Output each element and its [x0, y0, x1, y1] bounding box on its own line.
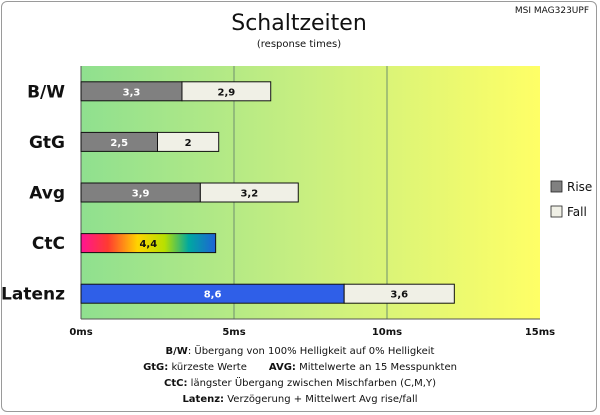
chart-title: Schaltzeiten	[231, 11, 367, 36]
footnotes: B/W: Übergang von 100% Helligkeit auf 0%…	[0, 344, 600, 408]
category-label-gtg: GtG	[29, 133, 65, 153]
value-label-b-w-fall: 2,9	[217, 87, 235, 98]
note-latenz-text: Verzögerung + Mittelwert Avg rise/fall	[224, 394, 418, 405]
note-avg-key: AVG:	[268, 362, 296, 373]
category-label-avg: Avg	[29, 184, 65, 204]
category-label-latenz: Latenz	[1, 285, 65, 305]
legend-swatch-rise	[550, 180, 563, 193]
category-labels: B/W GtG Avg CtC Latenz	[1, 82, 65, 304]
bar-latenz-fall	[343, 283, 455, 304]
note-avg-text: Mittelwerte an 15 Messpunkten	[295, 362, 457, 373]
bar-ctc-rainbow	[80, 233, 217, 254]
legend-swatch-fall	[550, 205, 563, 218]
value-label-avg-fall: 3,2	[240, 189, 258, 200]
category-label-b-w: B/W	[27, 82, 65, 102]
note-gtg-key: GtG:	[143, 362, 169, 373]
bar-gtg-fall	[157, 131, 220, 152]
note-ctc: CtC: längster Übergang zwischen Mischfar…	[0, 376, 600, 392]
note-gtg-text: kürzeste Werte	[168, 362, 247, 373]
bar-b-w-fall	[181, 81, 272, 102]
note-ctc-key: CtC:	[164, 378, 188, 389]
value-label-ctc-rainbow: 4,4	[139, 239, 157, 250]
category-label-ctc: CtC	[32, 234, 65, 254]
legend: Rise Fall	[550, 180, 592, 219]
value-label-gtg-rise: 2,5	[110, 138, 128, 149]
value-label-b-w-rise: 3,3	[123, 87, 141, 98]
x-tick-label-0: 0ms	[69, 327, 92, 338]
x-tick-label-15: 15ms	[525, 327, 555, 338]
bars-layer: 3,3 2,9 2,5 2 3,9 3,2 4,4 8,6 3,6	[80, 81, 455, 304]
note-latenz: Latenz: Verzögerung + Mittelwert Avg ris…	[0, 392, 600, 408]
value-label-latenz-fall: 3,6	[390, 290, 408, 301]
x-tick-labels: 0ms 5ms 10ms 15ms	[69, 327, 555, 338]
bar-avg-fall	[199, 182, 299, 203]
value-label-avg-rise: 3,9	[132, 189, 150, 200]
note-bw: B/W: Übergang von 100% Helligkeit auf 0%…	[0, 344, 600, 360]
model-label: MSI MAG323UPF	[515, 6, 589, 16]
value-label-gtg-fall: 2	[185, 138, 192, 149]
note-bw-text: : Übergang von 100% Helligkeit auf 0% He…	[187, 346, 435, 357]
legend-label-rise: Rise	[567, 180, 592, 194]
note-ctc-text: längster Übergang zwischen Mischfarben (…	[187, 378, 436, 389]
x-tick-label-5: 5ms	[222, 327, 245, 338]
note-bw-key: B/W	[165, 346, 188, 357]
x-tick-label-10: 10ms	[372, 327, 402, 338]
note-gtg-avg: GtG: kürzeste Werte AVG: Mittelwerte an 1…	[0, 360, 600, 376]
chart-subtitle: (response times)	[257, 39, 341, 50]
note-latenz-key: Latenz:	[182, 394, 225, 405]
legend-label-fall: Fall	[567, 205, 587, 219]
value-label-latenz-blue: 8,6	[204, 290, 222, 301]
